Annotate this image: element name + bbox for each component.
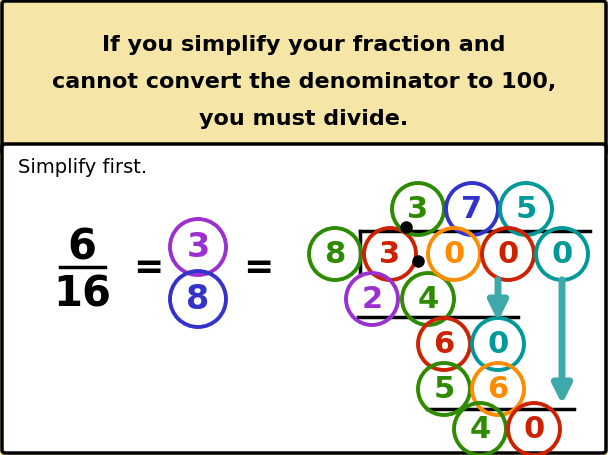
Text: 4: 4 bbox=[469, 415, 491, 444]
Text: 3: 3 bbox=[187, 231, 210, 264]
Text: 6: 6 bbox=[67, 227, 97, 268]
Text: 7: 7 bbox=[461, 195, 483, 224]
Text: 2: 2 bbox=[361, 285, 382, 314]
Text: 0: 0 bbox=[497, 240, 519, 269]
FancyBboxPatch shape bbox=[2, 2, 606, 156]
Text: 0: 0 bbox=[488, 330, 509, 359]
Text: cannot convert the denominator to 100,: cannot convert the denominator to 100, bbox=[52, 72, 556, 92]
Text: 5: 5 bbox=[434, 374, 455, 404]
Text: 3: 3 bbox=[379, 240, 401, 269]
Text: 8: 8 bbox=[325, 240, 345, 269]
Text: 5: 5 bbox=[516, 195, 537, 224]
Text: 3: 3 bbox=[407, 195, 429, 224]
Text: =: = bbox=[133, 250, 163, 284]
Text: 8: 8 bbox=[187, 283, 210, 316]
Text: 0: 0 bbox=[551, 240, 573, 269]
Text: 4: 4 bbox=[417, 285, 438, 314]
Text: 0: 0 bbox=[523, 415, 545, 444]
Text: 6: 6 bbox=[488, 374, 509, 404]
FancyBboxPatch shape bbox=[2, 145, 606, 453]
Text: 0: 0 bbox=[443, 240, 465, 269]
Text: you must divide.: you must divide. bbox=[199, 109, 409, 129]
Text: =: = bbox=[243, 250, 273, 284]
Text: Simplify first.: Simplify first. bbox=[18, 158, 147, 177]
Text: 6: 6 bbox=[434, 330, 455, 359]
Text: If you simplify your fraction and: If you simplify your fraction and bbox=[102, 35, 506, 55]
Text: 16: 16 bbox=[53, 273, 111, 315]
